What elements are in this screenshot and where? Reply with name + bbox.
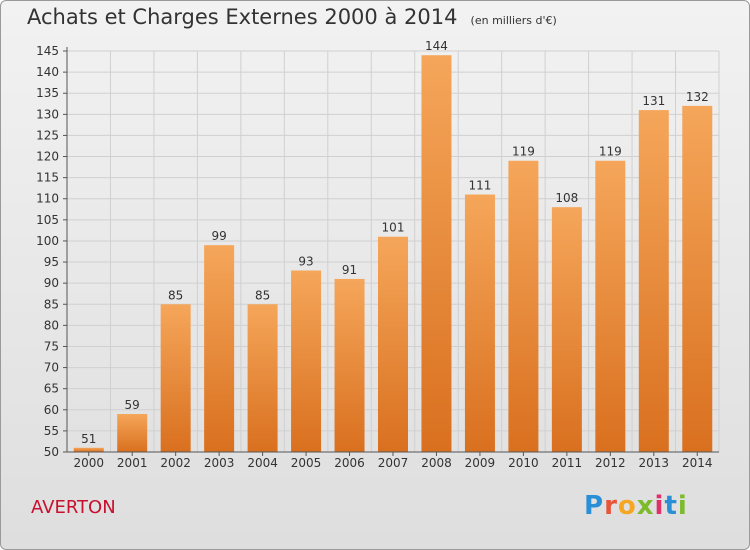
chart-title-main: Achats et Charges Externes 2000 à 2014 (27, 5, 458, 29)
bar-value-label: 132 (686, 90, 709, 104)
bar-value-label: 99 (211, 229, 226, 243)
bar-value-label: 91 (342, 263, 357, 277)
bar (551, 207, 582, 452)
y-tick-label: 135 (36, 86, 59, 100)
proxiti-logo[interactable]: Proxiti (584, 491, 688, 521)
y-tick-label: 130 (36, 107, 59, 121)
y-tick-label: 65 (44, 382, 59, 396)
y-tick-label: 105 (36, 213, 59, 227)
bar-value-label: 85 (255, 288, 270, 302)
x-tick-label: 2009 (465, 456, 496, 470)
y-tick-label: 115 (36, 171, 59, 185)
y-tick-label: 95 (44, 255, 59, 269)
x-tick-label: 2001 (117, 456, 148, 470)
y-tick-label: 125 (36, 128, 59, 142)
y-tick-label: 90 (44, 276, 59, 290)
y-tick-label: 145 (36, 44, 59, 58)
bar-value-label: 85 (168, 288, 183, 302)
bar-value-label: 119 (599, 145, 622, 159)
logo-letter: i (654, 491, 665, 521)
bar (508, 160, 539, 452)
bar-value-label: 108 (555, 191, 578, 205)
bar-value-label: 59 (125, 398, 140, 412)
bar-value-label: 111 (468, 179, 491, 193)
x-tick-label: 2012 (595, 456, 626, 470)
y-tick-label: 85 (44, 297, 59, 311)
logo-letter: o (617, 491, 637, 521)
bar (291, 270, 322, 452)
logo-letter: i (677, 491, 688, 521)
x-tick-label: 2000 (73, 456, 104, 470)
bar (160, 304, 191, 452)
chart-title: Achats et Charges Externes 2000 à 2014 (… (27, 5, 557, 29)
y-tick-label: 140 (36, 65, 59, 79)
logo-letter: r (604, 491, 618, 521)
y-tick-label: 80 (44, 318, 59, 332)
bar (464, 194, 495, 452)
y-tick-label: 60 (44, 403, 59, 417)
x-tick-label: 2011 (552, 456, 583, 470)
x-tick-label: 2004 (247, 456, 278, 470)
y-tick-label: 50 (44, 445, 59, 459)
bar (247, 304, 278, 452)
y-tick-label: 120 (36, 150, 59, 164)
bar-value-label: 119 (512, 145, 535, 159)
bar (595, 160, 626, 452)
y-tick-label: 75 (44, 339, 59, 353)
bar (204, 245, 235, 452)
x-tick-label: 2010 (508, 456, 539, 470)
y-tick-label: 70 (44, 361, 59, 375)
bar (421, 55, 452, 452)
bar-value-label: 131 (642, 94, 665, 108)
x-tick-label: 2003 (204, 456, 235, 470)
axes: 50 55 60 65 70 75 80 85 90 95 100 105 110 115 120 125 13… (36, 44, 719, 470)
y-tick-label: 100 (36, 234, 59, 248)
bar-value-label: 51 (81, 432, 96, 446)
bars (73, 55, 713, 453)
y-tick-label: 110 (36, 192, 59, 206)
bar (73, 447, 104, 452)
bar (378, 236, 408, 452)
x-tick-label: 2006 (334, 456, 365, 470)
bar (117, 414, 148, 452)
bar-value-label: 101 (382, 221, 405, 235)
chart-title-unit: (en milliers d'€) (470, 14, 557, 27)
x-tick-label: 2002 (160, 456, 191, 470)
bar (638, 110, 669, 453)
bar (682, 105, 713, 452)
bar-value-label: 144 (425, 39, 448, 53)
data-labels: 51 59 85 99 85 93 91 101 144 111 119 108 119 131 132 (81, 39, 709, 446)
bar (334, 278, 365, 452)
y-tick-label: 55 (44, 424, 59, 438)
bar-value-label: 93 (298, 254, 313, 268)
logo-letter: t (664, 491, 678, 521)
logo-letter: P (584, 491, 605, 521)
x-tick-label: 2007 (378, 456, 409, 470)
logo-letter: x (636, 491, 655, 521)
x-tick-label: 2013 (639, 456, 670, 470)
x-tick-label: 2005 (291, 456, 322, 470)
x-tick-label: 2014 (682, 456, 713, 470)
commune-name: AVERTON (31, 497, 116, 518)
x-tick-label: 2008 (421, 456, 452, 470)
